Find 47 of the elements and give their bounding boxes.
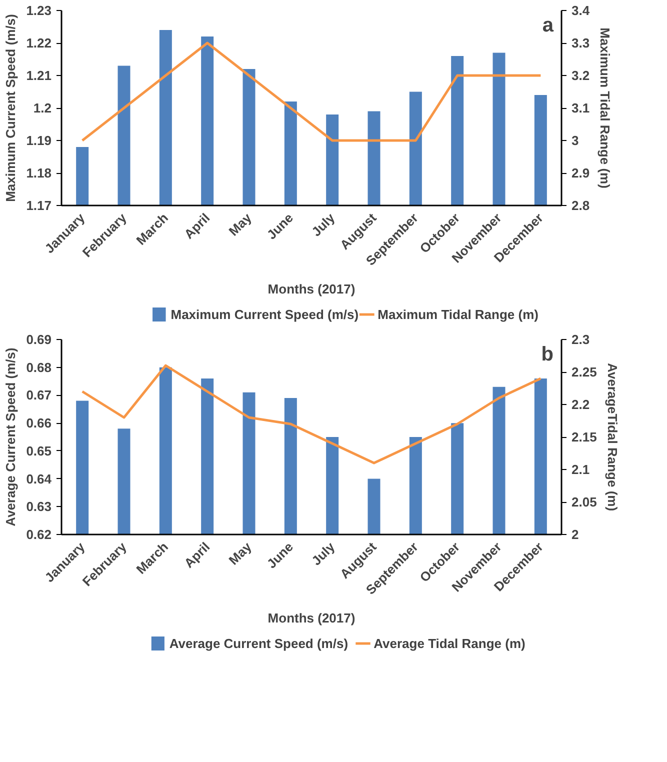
x-axis-title: Months (2017)	[268, 282, 356, 297]
y2-tick-label: 2	[572, 527, 579, 542]
y-tick-label: 1.18	[26, 166, 52, 180]
annotation: b	[541, 344, 554, 366]
y-axis-title: Maximum Current Speed (m/s)	[3, 14, 18, 202]
y2-tick-label: 2.1	[572, 462, 590, 477]
y-tick-label: 1.21	[26, 68, 52, 83]
x-tick-label: May	[226, 210, 255, 239]
y-tick-label: 0.63	[26, 499, 52, 514]
x-axis-title: Months (2017)	[268, 610, 356, 626]
y-tick-label: 1.2	[33, 100, 52, 116]
y2-tick-label: 3.2	[572, 68, 590, 83]
y-tick-label: 1.19	[26, 133, 52, 148]
y2-tick-label: 3.1	[572, 100, 590, 116]
legend-label: Average Tidal Range (m)	[374, 636, 526, 651]
y2-axis-title: AverageTidal Range (m)	[604, 362, 620, 512]
x-tick-label: May	[226, 538, 255, 568]
y2-axis-title: Maximum Tidal Range (m)	[598, 28, 613, 188]
x-tick-label: July	[308, 210, 338, 240]
legend-label: Maximum Tidal Range (m)	[378, 307, 538, 322]
y2-tick-label: 2.9	[572, 166, 590, 180]
y-tick-label: 1.17	[26, 198, 52, 213]
y-tick-label: 0.65	[26, 443, 52, 458]
y2-tick-label: 2.3	[572, 332, 590, 347]
y-tick-label: 0.67	[26, 388, 52, 403]
y-tick-label: 1.22	[26, 36, 52, 50]
y2-tick-label: 2.8	[572, 198, 590, 213]
legend-label: Maximum Current Speed (m/s)	[170, 307, 359, 322]
y2-tick-label: 2.15	[572, 430, 597, 444]
y2-tick-label: 2.25	[572, 364, 597, 380]
y2-tick-label: 3.3	[572, 36, 590, 50]
y-tick-label: 0.64	[26, 471, 52, 486]
annotation: a	[542, 14, 554, 36]
x-tick-label: July	[308, 538, 338, 568]
y2-tick-label: 3	[572, 133, 579, 148]
y-axis-title: Average Current Speed (m/s)	[3, 348, 18, 526]
y2-tick-label: 2.05	[572, 494, 597, 510]
y2-tick-label: 3.4	[572, 3, 590, 18]
legend-label: Average Current Speed (m/s)	[169, 636, 348, 651]
y-tick-label: 0.66	[26, 416, 52, 431]
y-tick-label: 0.69	[26, 332, 52, 347]
y-tick-label: 0.68	[26, 360, 52, 375]
y2-tick-label: 2.2	[572, 397, 590, 412]
y-tick-label: 1.23	[26, 3, 52, 18]
y-tick-label: 0.62	[26, 527, 52, 542]
line-series	[81, 42, 542, 142]
line-series	[81, 364, 542, 464]
